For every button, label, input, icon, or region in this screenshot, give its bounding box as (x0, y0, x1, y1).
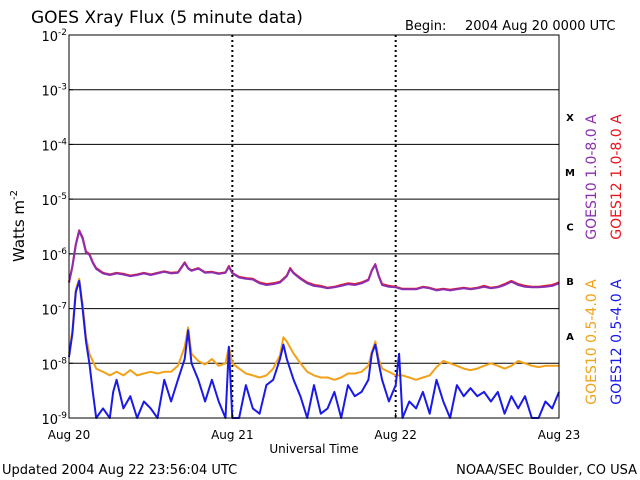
y-axis: 10-210-310-410-510-610-710-810-9 (41, 28, 73, 428)
y-tick-label: 10-2 (41, 28, 67, 45)
flare-class-x: X (566, 113, 574, 124)
y-tick-label: 10-3 (41, 83, 67, 100)
y-tick-base: 10 (41, 413, 58, 428)
updated-timestamp: Updated 2004 Aug 22 23:56:04 UTC (2, 463, 237, 478)
y-tick-base: 10 (41, 194, 58, 209)
series-line-goes12-1-0-8-0-a (68, 229, 560, 291)
flare-class-a: A (566, 332, 574, 343)
y-tick-exponent: -3 (58, 83, 67, 93)
y-tick-exponent: -2 (58, 28, 67, 38)
credit-text: NOAA/SEC Boulder, CO USA (456, 463, 637, 478)
begin-label: Begin: (405, 19, 446, 34)
flare-class-labels: X M C B A (565, 113, 575, 343)
y-tick-label: 10-6 (41, 247, 67, 264)
series-line-goes12-0-5-4-0-a (68, 279, 560, 419)
y-tick-exponent: -4 (58, 137, 67, 147)
flare-class-c: C (566, 223, 573, 234)
x-tick-label: Aug 23 (538, 428, 581, 442)
y-axis-label: Watts m-2 (9, 190, 28, 262)
legend-entry: GOES10 0.5-4.0 A (584, 279, 600, 405)
y-tick-base: 10 (41, 249, 58, 264)
y-axis-label-text: Watts m (10, 200, 28, 262)
x-tick-label: Aug 21 (211, 428, 254, 442)
y-tick-exponent: -6 (58, 247, 67, 257)
plot-frame (68, 34, 560, 419)
y-tick-label: 10-4 (41, 137, 67, 154)
x-tick-label: Aug 22 (374, 428, 417, 442)
x-tick-label: Aug 20 (48, 428, 91, 442)
legend-entry: GOES12 1.0-8.0 A (609, 114, 625, 240)
y-tick-exponent: -7 (58, 302, 67, 312)
legend-entry: GOES10 1.0-8.0 A (584, 114, 600, 240)
grid-lines (69, 35, 559, 418)
y-tick-exponent: -9 (58, 411, 67, 421)
y-tick-base: 10 (41, 139, 58, 154)
y-tick-label: 10-8 (41, 356, 67, 373)
begin-value: 2004 Aug 20 0000 UTC (465, 19, 615, 34)
series-line-goes10-0-5-4-0-a (68, 277, 559, 381)
y-axis-label-exponent: -2 (9, 190, 20, 200)
series-line-goes10-1-0-8-0-a (68, 230, 560, 292)
svg-text:Watts m-2: Watts m-2 (9, 190, 28, 262)
y-tick-label: 10-9 (41, 411, 67, 428)
y-tick-base: 10 (41, 358, 58, 373)
flare-class-b: B (566, 277, 574, 288)
y-tick-label: 10-7 (41, 302, 67, 319)
y-tick-exponent: -8 (58, 356, 67, 366)
chart-title: GOES Xray Flux (5 minute data) (31, 8, 303, 28)
legend-long-channel: GOES10 1.0-8.0 A GOES12 1.0-8.0 A (584, 114, 625, 240)
y-tick-label: 10-5 (41, 192, 67, 209)
flare-class-m: M (565, 168, 575, 179)
y-tick-base: 10 (41, 85, 58, 100)
y-tick-exponent: -5 (58, 192, 67, 202)
x-axis-label: Universal Time (269, 442, 358, 456)
y-tick-base: 10 (41, 304, 58, 319)
y-tick-base: 10 (41, 30, 58, 45)
legend-short-channel: GOES10 0.5-4.0 A GOES12 0.5-4.0 A (584, 279, 625, 405)
legend-entry: GOES12 0.5-4.0 A (609, 279, 625, 405)
x-axis: Aug 20 Aug 21 Aug 22 Aug 23 (48, 413, 581, 442)
series-layer (68, 229, 560, 419)
